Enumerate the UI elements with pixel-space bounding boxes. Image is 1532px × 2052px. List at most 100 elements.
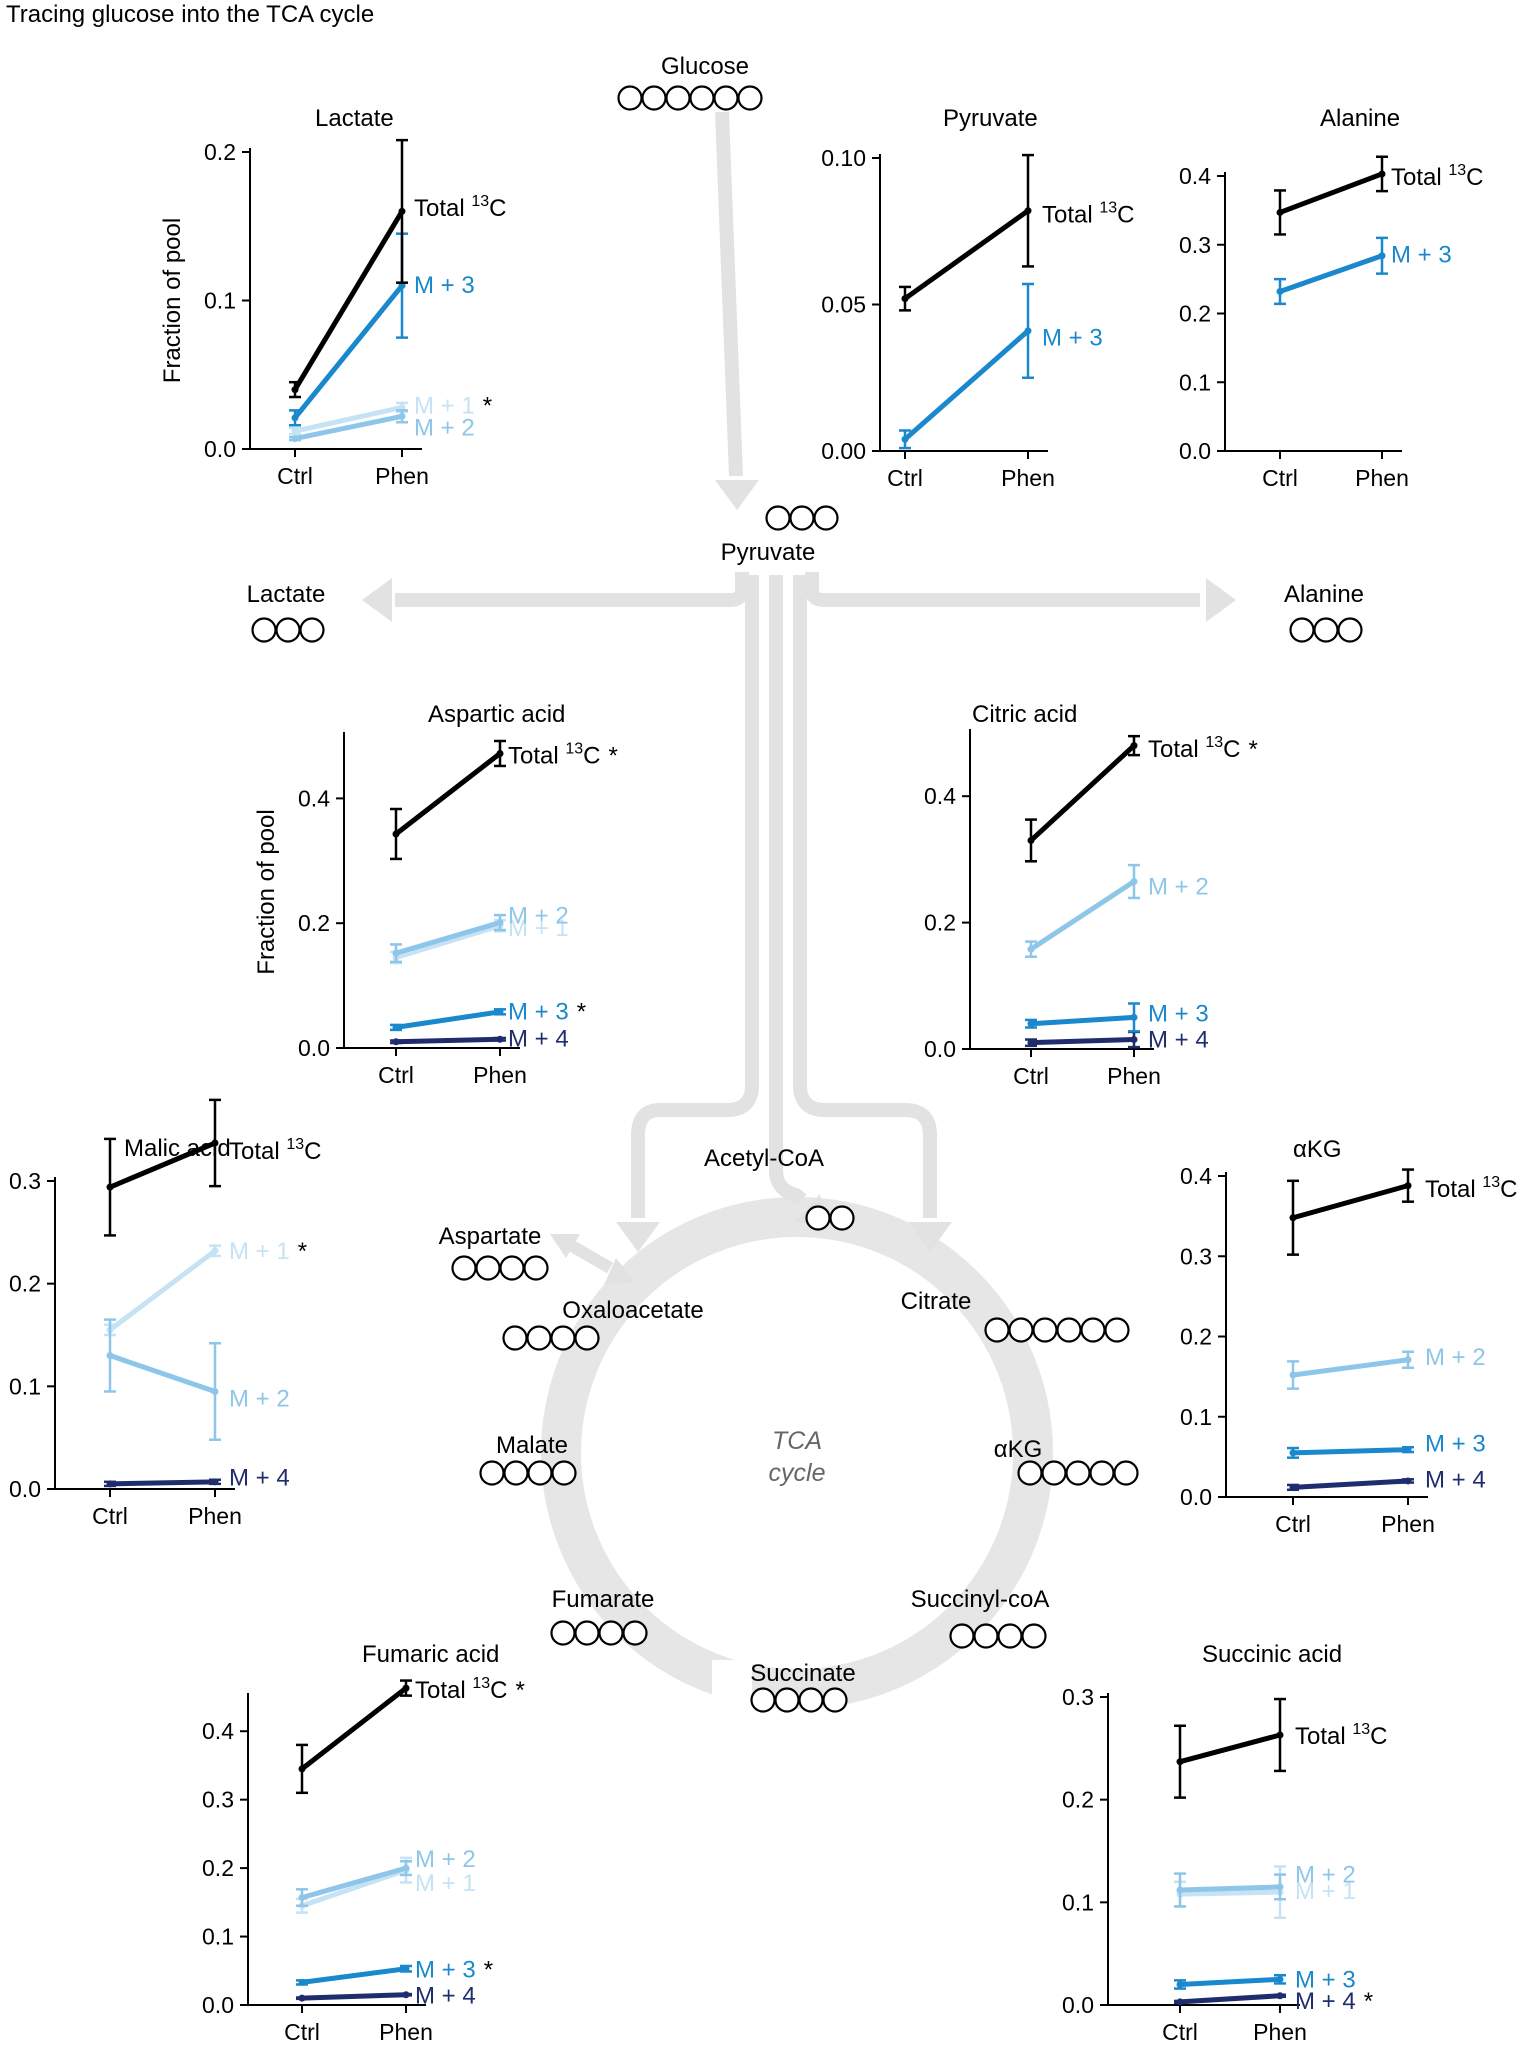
- carbon-atom: [750, 1687, 776, 1713]
- series-label: Total 13C: [1425, 1174, 1518, 1203]
- alanine-pathway-label: Alanine: [1284, 581, 1364, 608]
- series-label: M + 3 *: [415, 1957, 493, 1984]
- pyruvate-carbons: [765, 505, 839, 531]
- pyruvate-label: Pyruvate: [721, 539, 816, 566]
- series-m+1: M + 1 *: [104, 1238, 307, 1337]
- x-tick-label: Ctrl: [1275, 1511, 1311, 1537]
- citrate-label: Citrate: [901, 1288, 972, 1315]
- chart-title: αKG: [1293, 1136, 1342, 1163]
- carbon-atom: [774, 1687, 800, 1713]
- carbon-atom: [550, 1620, 576, 1646]
- data-point: [496, 749, 504, 757]
- charts: Lactate 0.0 0.1 0.2 Ctrl Phen Fraction of pool…: [9, 105, 1518, 2045]
- y-tick-label: 0.2: [298, 910, 330, 936]
- y-tick-label: 0.0: [202, 1992, 234, 2018]
- series-line: [393, 1009, 503, 1030]
- x-tick-label: Phen: [473, 1062, 527, 1088]
- pyruvate-to-citrate-arrow: [793, 575, 937, 1218]
- series-label: M + 4: [1425, 1467, 1486, 1494]
- data-point: [298, 1765, 306, 1773]
- succinate-label: Succinate: [750, 1660, 855, 1687]
- data-point: [392, 1023, 400, 1031]
- chart-fumaric: Fumaric acid 0.0 0.1 0.2 0.3 0.4 Ctrl Phen M + 1…: [202, 1641, 525, 2045]
- data-point: [392, 949, 400, 957]
- series-m+2: M + 2: [289, 409, 475, 443]
- y-tick-label: 0.3: [9, 1168, 41, 1194]
- carbon-atom: [813, 505, 839, 531]
- series-label: M + 2: [229, 1386, 290, 1413]
- data-point: [1176, 1758, 1184, 1766]
- aspartate-label: Aspartate: [439, 1223, 542, 1250]
- series-label: M + 2: [415, 1846, 476, 1873]
- glucose-to-pyruvate-arrow: [715, 111, 743, 477]
- data-point: [402, 1991, 410, 1999]
- series-label: M + 4: [415, 1983, 476, 2010]
- chart-title: Pyruvate: [943, 105, 1038, 132]
- pathway-labels: Glucose Pyruvate Lactate Alanine Acetyl-…: [247, 53, 1364, 1687]
- carbon-atom: [984, 1317, 1010, 1343]
- series-line: [1277, 253, 1385, 294]
- carbon-atom: [973, 1623, 999, 1649]
- series-line: [292, 413, 405, 442]
- series-line: [902, 328, 1031, 442]
- x-tick-label: Ctrl: [378, 1062, 414, 1088]
- tca-cycle-label-line1: TCA: [772, 1427, 822, 1455]
- carbon-atom: [713, 85, 739, 111]
- x-tick-label: Ctrl: [284, 2019, 320, 2045]
- akg-carbons: [1017, 1460, 1139, 1486]
- chart-title: Fumaric acid: [362, 1641, 499, 1668]
- series-line: [1177, 1993, 1283, 2005]
- oxaloacetate-carbons: [502, 1325, 600, 1351]
- carbon-atom: [499, 1255, 525, 1281]
- series-label: M + 1: [508, 915, 569, 942]
- fumarate-carbons: [550, 1620, 648, 1646]
- y-tick-label: 0.4: [1180, 1163, 1212, 1189]
- data-point: [392, 1038, 400, 1046]
- series-m+4: M + 4: [296, 1983, 476, 2010]
- carbon-atom: [574, 1325, 600, 1351]
- series-label: M + 1 *: [229, 1238, 307, 1265]
- data-point: [398, 412, 406, 420]
- series-m+3: M + 3: [1025, 1000, 1209, 1033]
- series-label: Total 13C *: [1148, 734, 1258, 763]
- x-tick-label: Phen: [1355, 465, 1409, 491]
- data-point: [1378, 252, 1386, 260]
- data-point: [1130, 878, 1138, 886]
- akg-pathway-label: αKG: [994, 1436, 1043, 1463]
- carbon-atom: [527, 1460, 553, 1486]
- data-point: [1276, 208, 1284, 216]
- y-tick-label: 0.00: [821, 438, 866, 464]
- data-point: [496, 919, 504, 927]
- series-line: [107, 1140, 218, 1190]
- data-point: [1176, 1998, 1184, 2006]
- carbon-atom: [822, 1687, 848, 1713]
- chart-akg: αKG 0.0 0.1 0.2 0.3 0.4 Ctrl Phen M + 2 M + 4 M + …: [1180, 1136, 1518, 1537]
- y-tick-label: 0.4: [298, 785, 330, 811]
- data-point: [1289, 1449, 1297, 1457]
- carbon-atom: [1021, 1623, 1047, 1649]
- glucose-carbons: [617, 85, 763, 111]
- y-tick-label: 0.0: [204, 436, 236, 462]
- carbon-atom: [1337, 617, 1363, 643]
- y-tick-label: 0.2: [202, 1855, 234, 1881]
- data-point: [1404, 1356, 1412, 1364]
- data-point: [1130, 1036, 1138, 1044]
- data-point: [901, 295, 909, 303]
- series-line: [1177, 1889, 1283, 1897]
- series-m+3: M + 3: [1287, 1430, 1486, 1459]
- chart-title: Aspartic acid: [428, 701, 565, 728]
- acetyl-coa-label: Acetyl-CoA: [704, 1145, 824, 1172]
- data-point: [901, 435, 909, 443]
- pyruvate-to-alanine-arrow: [805, 572, 1200, 607]
- series-label: M + 3: [414, 272, 475, 299]
- x-tick-label: Phen: [188, 1503, 242, 1529]
- series-label: M + 3: [1425, 1430, 1486, 1457]
- data-point: [1027, 945, 1035, 953]
- series-line: [1290, 1447, 1411, 1456]
- series-total13c: Total 13C *: [1025, 734, 1258, 863]
- series-m+2: M + 2: [104, 1318, 290, 1441]
- series-label: Total 13C *: [508, 741, 618, 770]
- series-label: M + 3 *: [508, 999, 586, 1026]
- pyruvate-to-acetylcoa-arrow: [769, 575, 807, 1206]
